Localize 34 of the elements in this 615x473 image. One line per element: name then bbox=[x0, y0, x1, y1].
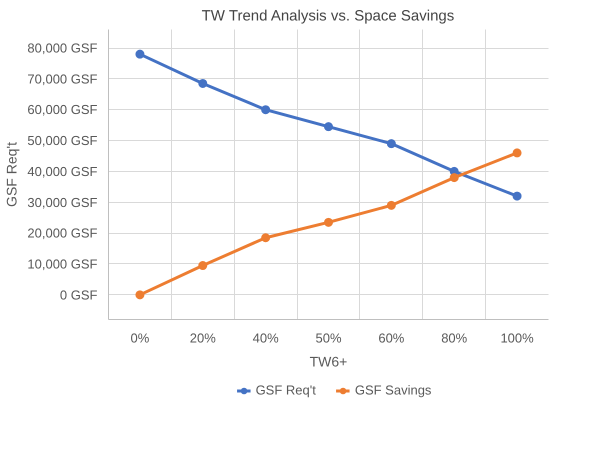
x-tick-label: 50% bbox=[315, 330, 342, 346]
x-tick-label: 40% bbox=[252, 330, 280, 346]
point bbox=[261, 233, 270, 242]
point bbox=[450, 173, 459, 182]
legend-label: GSF Req't bbox=[256, 382, 316, 398]
point bbox=[386, 200, 396, 210]
y-axis-title: GSF Req't bbox=[3, 142, 20, 207]
y-tick-label: 50,000 GSF bbox=[27, 133, 98, 148]
y-tick-label: 70,000 GSF bbox=[27, 71, 98, 86]
y-tick-label: 10,000 GSF bbox=[27, 256, 98, 272]
point bbox=[512, 192, 522, 201]
point bbox=[198, 261, 208, 270]
point bbox=[512, 148, 522, 158]
x-tick-label: 0% bbox=[130, 330, 150, 346]
chart-title: TW Trend Analysis vs. Space Savings bbox=[202, 8, 454, 24]
y-tick-label: 0 GSF bbox=[60, 287, 98, 302]
x-tick-label: 100% bbox=[500, 330, 534, 346]
point bbox=[135, 290, 144, 300]
y-tick-label: 80,000 GSF bbox=[27, 40, 98, 56]
x-tick-label: 20% bbox=[190, 330, 216, 346]
point bbox=[386, 139, 396, 148]
legend-label: GSF Savings bbox=[354, 382, 432, 398]
point bbox=[261, 105, 270, 114]
x-axis-title: TW6+ bbox=[310, 354, 348, 370]
point bbox=[324, 218, 333, 227]
y-tick-label: 60,000 GSF bbox=[27, 102, 98, 118]
y-tick-label: 40,000 GSF bbox=[27, 164, 98, 179]
y-tick-label: 30,000 GSF bbox=[27, 194, 98, 210]
y-tick-label: 20,000 GSF bbox=[27, 226, 98, 241]
x-tick-label: 80% bbox=[441, 330, 468, 346]
point bbox=[324, 122, 333, 132]
point bbox=[135, 50, 144, 59]
point bbox=[198, 78, 208, 88]
x-tick-label: 60% bbox=[378, 330, 405, 346]
